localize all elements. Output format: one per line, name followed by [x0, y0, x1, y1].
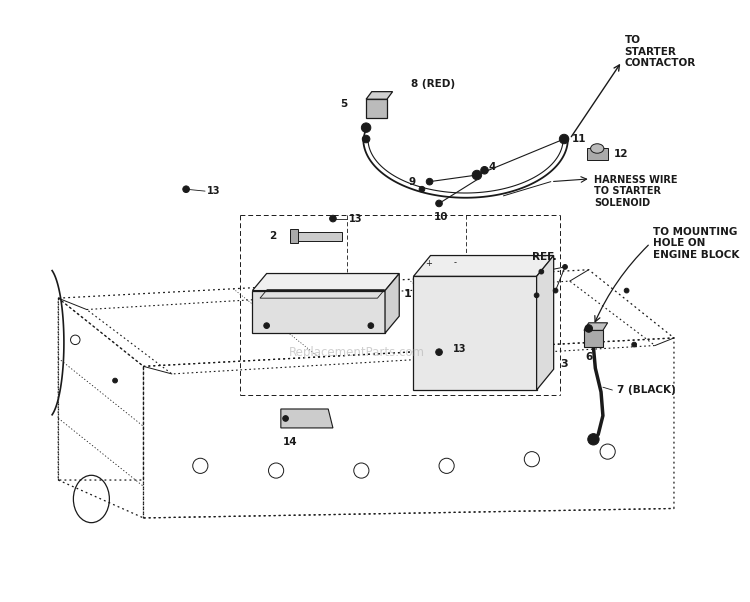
- Text: 13: 13: [349, 214, 362, 223]
- Text: 13: 13: [207, 186, 220, 196]
- Polygon shape: [253, 273, 399, 291]
- Circle shape: [426, 178, 433, 185]
- Circle shape: [588, 433, 599, 445]
- Ellipse shape: [590, 144, 604, 154]
- Circle shape: [112, 378, 118, 383]
- Text: TO MOUNTING
HOLE ON
ENGINE BLOCK: TO MOUNTING HOLE ON ENGINE BLOCK: [653, 226, 740, 260]
- Polygon shape: [584, 323, 608, 330]
- Text: HARNESS WIRE
TO STARTER
SOLENOID: HARNESS WIRE TO STARTER SOLENOID: [595, 175, 678, 208]
- Circle shape: [283, 415, 289, 421]
- Circle shape: [264, 323, 269, 329]
- Text: 9: 9: [409, 176, 416, 187]
- Polygon shape: [413, 255, 554, 276]
- Text: 2: 2: [268, 231, 276, 241]
- Text: 14: 14: [283, 437, 298, 447]
- Text: ReplacementParts.com: ReplacementParts.com: [289, 346, 424, 359]
- Bar: [433, 259, 444, 267]
- Polygon shape: [280, 409, 333, 428]
- Text: 1: 1: [404, 290, 412, 299]
- Text: 3: 3: [560, 359, 568, 370]
- Text: 4: 4: [488, 163, 496, 172]
- Text: 13: 13: [453, 344, 466, 355]
- Circle shape: [436, 349, 442, 355]
- Circle shape: [436, 200, 442, 206]
- Text: +: +: [424, 259, 432, 268]
- Circle shape: [419, 187, 424, 192]
- Text: 7 (BLACK): 7 (BLACK): [617, 385, 676, 395]
- Text: 10: 10: [434, 212, 448, 222]
- Circle shape: [560, 134, 568, 144]
- Circle shape: [534, 293, 539, 297]
- Circle shape: [481, 167, 488, 174]
- Polygon shape: [366, 92, 392, 99]
- Circle shape: [362, 123, 370, 132]
- Circle shape: [539, 269, 544, 274]
- Text: REF.: REF.: [532, 252, 556, 262]
- Text: -: -: [453, 259, 456, 268]
- Circle shape: [183, 186, 190, 193]
- Text: 6: 6: [585, 352, 592, 362]
- Bar: [290, 232, 343, 241]
- Circle shape: [554, 288, 558, 293]
- Bar: [460, 259, 472, 267]
- Polygon shape: [536, 255, 554, 390]
- Text: 8 (RED): 8 (RED): [410, 79, 454, 89]
- Polygon shape: [385, 273, 399, 334]
- Polygon shape: [366, 99, 387, 118]
- Text: 11: 11: [572, 134, 586, 144]
- Text: TO
STARTER
CONTACTOR: TO STARTER CONTACTOR: [625, 36, 696, 69]
- Polygon shape: [253, 291, 385, 334]
- Bar: [586, 149, 608, 160]
- Text: 5: 5: [340, 99, 347, 109]
- Polygon shape: [584, 330, 603, 347]
- Circle shape: [368, 323, 374, 329]
- Circle shape: [585, 324, 592, 332]
- Polygon shape: [413, 276, 536, 390]
- Circle shape: [329, 216, 336, 222]
- Circle shape: [632, 342, 637, 347]
- Bar: [290, 229, 298, 243]
- Circle shape: [624, 288, 629, 293]
- Circle shape: [472, 170, 482, 180]
- Text: 12: 12: [614, 149, 628, 159]
- Circle shape: [362, 135, 370, 143]
- Circle shape: [562, 264, 568, 269]
